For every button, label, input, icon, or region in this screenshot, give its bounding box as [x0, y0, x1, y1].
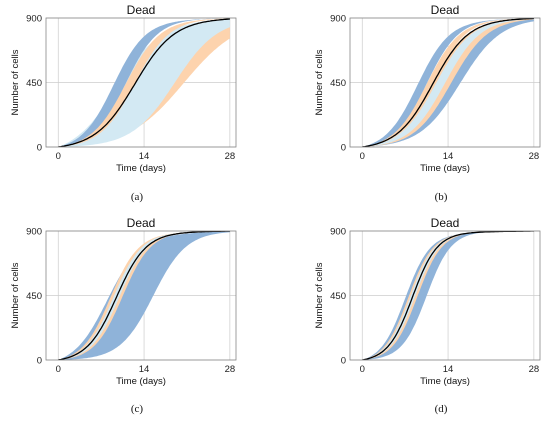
x-tick-label: 28: [225, 151, 236, 162]
median-line: [58, 18, 230, 147]
y-axis-label: Number of cells: [314, 49, 325, 115]
x-axis-label: Time (days): [420, 163, 470, 174]
x-tick-label: 14: [443, 151, 454, 162]
y-axis-label: Number of cells: [10, 262, 21, 328]
y-tick-label: 450: [26, 291, 42, 302]
x-tick-label: 0: [360, 151, 365, 162]
band-orange-1: [362, 18, 534, 147]
band-blue-2: [362, 18, 534, 147]
panel-2: 0 14 28 0 450 900 Dead Time (days) Number of cel…: [10, 216, 237, 415]
x-tick-label: 14: [139, 364, 150, 375]
x-axis-label: Time (days): [420, 376, 470, 387]
x-tick-label: 28: [225, 364, 236, 375]
y-tick-label: 450: [26, 78, 42, 89]
plot-frame: [349, 17, 541, 148]
chart-title: Dead: [127, 216, 156, 230]
median-line: [58, 231, 230, 360]
y-tick-label: 900: [330, 14, 346, 25]
x-tick-label: 0: [360, 364, 365, 375]
panel-caption: (a): [131, 191, 144, 203]
y-tick-label: 0: [341, 143, 346, 154]
x-axis-label: Time (days): [116, 376, 166, 387]
x-axis-label: Time (days): [116, 163, 166, 174]
panel-caption: (d): [435, 403, 448, 415]
band-blue-0: [362, 231, 534, 360]
median-line: [362, 18, 534, 147]
x-tick-label: 28: [529, 364, 540, 375]
chart-title: Dead: [127, 3, 156, 17]
chart-title: Dead: [431, 3, 460, 17]
y-tick-label: 0: [37, 356, 42, 367]
chart-title: Dead: [431, 216, 460, 230]
x-tick-label: 0: [56, 151, 61, 162]
x-tick-label: 14: [139, 151, 150, 162]
panel-caption: (b): [435, 191, 448, 203]
plot-frame: [349, 230, 541, 361]
y-tick-label: 0: [37, 143, 42, 154]
panel-caption: (c): [131, 403, 144, 415]
y-tick-label: 450: [330, 291, 346, 302]
y-axis-label: Number of cells: [314, 262, 325, 328]
band-blue-2: [58, 18, 230, 147]
panel-1: 0 14 28 0 450 900 Dead Time (days) Number of cel…: [314, 3, 541, 203]
panel-0: 0 14 28 0 450 900 Dead Time (days) Number of cel…: [10, 3, 237, 203]
y-tick-label: 900: [26, 227, 42, 238]
panel-3: 0 14 28 0 450 900 Dead Time (days) Number of cel…: [314, 216, 541, 415]
y-tick-label: 0: [341, 356, 346, 367]
y-tick-label: 450: [330, 78, 346, 89]
y-tick-label: 900: [26, 14, 42, 25]
y-tick-label: 900: [330, 227, 346, 238]
x-tick-label: 28: [529, 151, 540, 162]
plot-frame: [45, 17, 237, 148]
x-tick-label: 14: [443, 364, 454, 375]
y-axis-label: Number of cells: [10, 49, 21, 115]
x-tick-label: 0: [56, 364, 61, 375]
plot-frame: [45, 230, 237, 361]
